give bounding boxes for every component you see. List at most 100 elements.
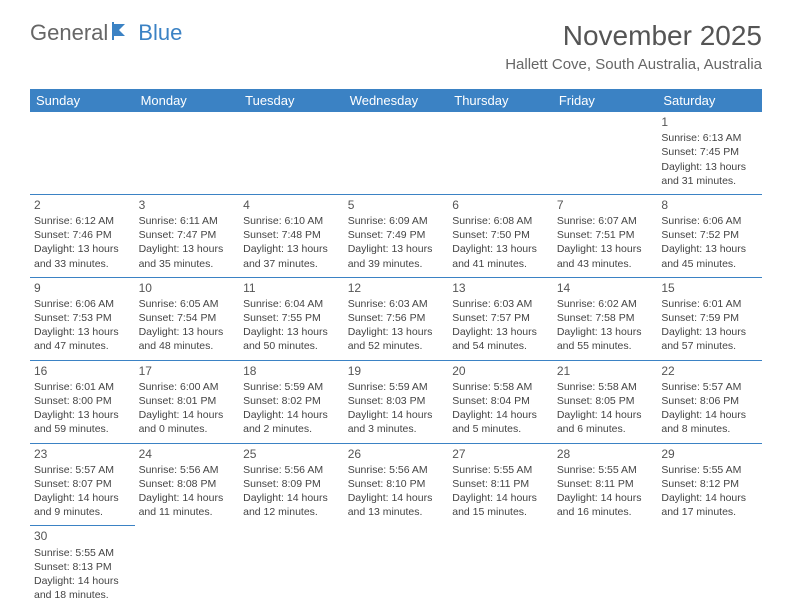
day-detail: Daylight: 13 hours [34, 242, 131, 256]
day-number: 8 [661, 197, 758, 213]
calendar-cell: 5Sunrise: 6:09 AMSunset: 7:49 PMDaylight… [344, 194, 449, 277]
day-detail: and 6 minutes. [557, 422, 654, 436]
day-detail: Sunset: 8:07 PM [34, 477, 131, 491]
calendar-cell: 6Sunrise: 6:08 AMSunset: 7:50 PMDaylight… [448, 194, 553, 277]
day-detail: Sunrise: 6:06 AM [661, 214, 758, 228]
day-detail: and 17 minutes. [661, 505, 758, 519]
day-detail: Sunrise: 6:07 AM [557, 214, 654, 228]
day-detail: Sunset: 8:10 PM [348, 477, 445, 491]
day-detail: and 39 minutes. [348, 257, 445, 271]
day-number: 4 [243, 197, 340, 213]
day-detail: and 59 minutes. [34, 422, 131, 436]
calendar-cell: 14Sunrise: 6:02 AMSunset: 7:58 PMDayligh… [553, 277, 658, 360]
day-header: Monday [135, 89, 240, 112]
day-detail: Sunset: 8:05 PM [557, 394, 654, 408]
calendar-cell: 7Sunrise: 6:07 AMSunset: 7:51 PMDaylight… [553, 194, 658, 277]
calendar-cell: 22Sunrise: 5:57 AMSunset: 8:06 PMDayligh… [657, 360, 762, 443]
day-detail: and 9 minutes. [34, 505, 131, 519]
day-number: 14 [557, 280, 654, 296]
day-detail: Sunrise: 5:59 AM [348, 380, 445, 394]
day-detail: Sunset: 8:04 PM [452, 394, 549, 408]
day-number: 17 [139, 363, 236, 379]
day-detail: Sunset: 7:50 PM [452, 228, 549, 242]
calendar-row: 16Sunrise: 6:01 AMSunset: 8:00 PMDayligh… [30, 360, 762, 443]
day-detail: and 13 minutes. [348, 505, 445, 519]
day-detail: Daylight: 13 hours [661, 160, 758, 174]
day-detail: and 3 minutes. [348, 422, 445, 436]
day-detail: and 54 minutes. [452, 339, 549, 353]
day-detail: Daylight: 13 hours [34, 408, 131, 422]
day-detail: and 0 minutes. [139, 422, 236, 436]
day-detail: Sunrise: 6:13 AM [661, 131, 758, 145]
day-detail: Sunrise: 5:55 AM [34, 546, 131, 560]
calendar-cell: 9Sunrise: 6:06 AMSunset: 7:53 PMDaylight… [30, 277, 135, 360]
calendar-cell: 24Sunrise: 5:56 AMSunset: 8:08 PMDayligh… [135, 443, 240, 526]
day-detail: Daylight: 14 hours [557, 408, 654, 422]
day-detail: Sunrise: 6:02 AM [557, 297, 654, 311]
calendar-cell: 26Sunrise: 5:56 AMSunset: 8:10 PMDayligh… [344, 443, 449, 526]
day-header-row: Sunday Monday Tuesday Wednesday Thursday… [30, 89, 762, 112]
day-detail: and 37 minutes. [243, 257, 340, 271]
day-number: 25 [243, 446, 340, 462]
day-detail: and 47 minutes. [34, 339, 131, 353]
day-detail: Sunset: 7:47 PM [139, 228, 236, 242]
day-detail: Sunrise: 6:01 AM [661, 297, 758, 311]
calendar-cell: 16Sunrise: 6:01 AMSunset: 8:00 PMDayligh… [30, 360, 135, 443]
day-number: 28 [557, 446, 654, 462]
day-detail: and 15 minutes. [452, 505, 549, 519]
day-detail: Daylight: 13 hours [348, 242, 445, 256]
day-number: 22 [661, 363, 758, 379]
calendar-row: 9Sunrise: 6:06 AMSunset: 7:53 PMDaylight… [30, 277, 762, 360]
day-detail: and 2 minutes. [243, 422, 340, 436]
day-detail: Sunset: 7:49 PM [348, 228, 445, 242]
flag-icon [112, 20, 134, 46]
day-number: 15 [661, 280, 758, 296]
day-number: 11 [243, 280, 340, 296]
calendar-cell: 23Sunrise: 5:57 AMSunset: 8:07 PMDayligh… [30, 443, 135, 526]
calendar-cell: 13Sunrise: 6:03 AMSunset: 7:57 PMDayligh… [448, 277, 553, 360]
day-detail: Sunrise: 5:57 AM [34, 463, 131, 477]
day-number: 2 [34, 197, 131, 213]
day-detail: Sunset: 8:06 PM [661, 394, 758, 408]
day-detail: Daylight: 14 hours [348, 408, 445, 422]
calendar-cell: 25Sunrise: 5:56 AMSunset: 8:09 PMDayligh… [239, 443, 344, 526]
day-detail: Daylight: 13 hours [34, 325, 131, 339]
day-detail: Daylight: 13 hours [661, 325, 758, 339]
day-detail: Daylight: 13 hours [348, 325, 445, 339]
day-detail: Sunrise: 6:03 AM [452, 297, 549, 311]
day-detail: Daylight: 14 hours [661, 491, 758, 505]
day-detail: Sunset: 7:59 PM [661, 311, 758, 325]
calendar-cell: 1Sunrise: 6:13 AMSunset: 7:45 PMDaylight… [657, 112, 762, 194]
day-detail: Daylight: 14 hours [34, 491, 131, 505]
day-number: 16 [34, 363, 131, 379]
day-header: Tuesday [239, 89, 344, 112]
day-detail: Daylight: 14 hours [452, 491, 549, 505]
calendar-cell: 2Sunrise: 6:12 AMSunset: 7:46 PMDaylight… [30, 194, 135, 277]
header: General Blue November 2025 Hallett Cove,… [0, 0, 792, 81]
day-detail: and 16 minutes. [557, 505, 654, 519]
logo-text-2: Blue [138, 20, 182, 46]
calendar-cell [553, 526, 658, 608]
day-detail: Sunrise: 6:10 AM [243, 214, 340, 228]
day-detail: Sunset: 8:00 PM [34, 394, 131, 408]
day-header: Wednesday [344, 89, 449, 112]
day-detail: Sunset: 7:57 PM [452, 311, 549, 325]
day-detail: Sunset: 7:53 PM [34, 311, 131, 325]
day-detail: Daylight: 14 hours [243, 408, 340, 422]
day-detail: and 50 minutes. [243, 339, 340, 353]
day-detail: Sunrise: 6:06 AM [34, 297, 131, 311]
day-number: 26 [348, 446, 445, 462]
calendar-cell [344, 112, 449, 194]
day-detail: Sunset: 7:48 PM [243, 228, 340, 242]
calendar-row: 1Sunrise: 6:13 AMSunset: 7:45 PMDaylight… [30, 112, 762, 194]
calendar-cell: 29Sunrise: 5:55 AMSunset: 8:12 PMDayligh… [657, 443, 762, 526]
day-detail: and 45 minutes. [661, 257, 758, 271]
day-detail: Sunset: 7:46 PM [34, 228, 131, 242]
day-detail: Daylight: 14 hours [139, 408, 236, 422]
day-detail: Daylight: 13 hours [661, 242, 758, 256]
calendar-cell [344, 526, 449, 608]
day-detail: Sunset: 8:13 PM [34, 560, 131, 574]
calendar-cell [448, 112, 553, 194]
day-detail: Sunset: 8:08 PM [139, 477, 236, 491]
day-number: 1 [661, 114, 758, 130]
